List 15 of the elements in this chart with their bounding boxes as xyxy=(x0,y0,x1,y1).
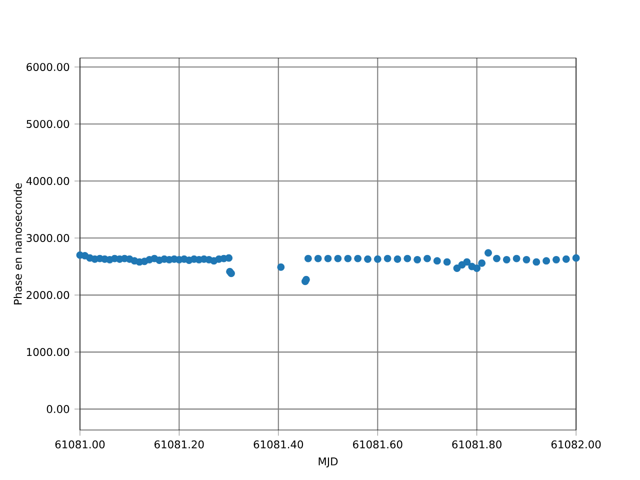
y-tick-label: 2000.00 xyxy=(26,291,70,300)
x-tick-label: 61081.40 xyxy=(254,440,304,448)
y-axis-title: Phase en nanoseconde xyxy=(14,183,22,304)
x-tick-label: 61082.00 xyxy=(551,440,601,448)
y-tick-label: 3000.00 xyxy=(26,234,70,242)
x-tick-label: 61081.60 xyxy=(353,440,402,448)
y-tick-label: 6000.00 xyxy=(26,62,70,72)
x-tick-label: 61081.00 xyxy=(55,440,105,448)
x-tick-label: 61081.80 xyxy=(452,440,502,448)
x-tick-label: 61081.20 xyxy=(154,440,204,448)
y-tick-label: 1000.00 xyxy=(27,348,70,356)
y-tick-label: 5000.00 xyxy=(26,120,70,128)
x-axis-title: MJD xyxy=(318,458,338,468)
y-tick-label: 0.00 xyxy=(46,405,70,414)
y-tick-label: 4000.00 xyxy=(26,177,70,186)
